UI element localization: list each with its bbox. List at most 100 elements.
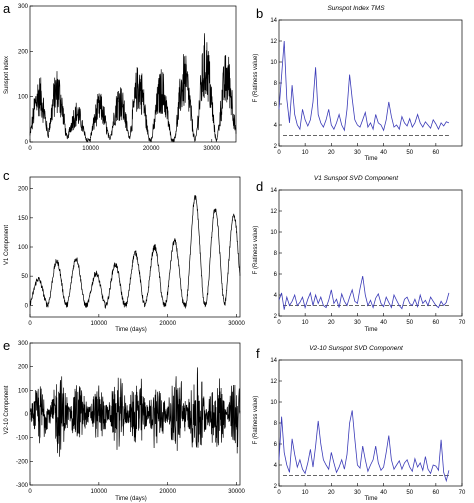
panel-b-xtick-label-6: 60 (433, 150, 440, 156)
panel-b-ytick-label-1: 4 (274, 123, 278, 129)
panel-f-ytick-label-4: 10 (270, 400, 277, 406)
panel-f-series-line (278, 410, 450, 483)
panel-d-xlabel: Time (364, 327, 378, 333)
panel-f-xtick-label-3: 30 (354, 490, 361, 496)
panel-d-xtick-label-5: 50 (406, 320, 413, 326)
panel-c-xtick-label-3: 30000 (228, 321, 245, 327)
panel-d-ytick-label-1: 4 (274, 293, 278, 299)
panel-b-ytick-label-4: 10 (270, 60, 277, 66)
panel-f-ytick-label-2: 6 (274, 442, 278, 448)
panel-b-xtick-label-0: 0 (277, 150, 281, 156)
panel-d-xtick-label-1: 10 (302, 320, 309, 326)
panel-b-xtick-label-1: 10 (302, 150, 309, 156)
panel-e-ytick-label-2: -100 (16, 436, 29, 442)
panel-d-frame (278, 189, 463, 317)
panel-a-ylabel: Sunspot index (4, 56, 10, 94)
panel-b-letter: b (256, 6, 263, 21)
panel-a-ytick-label-3: 300 (18, 4, 29, 10)
panel-d-series-line (278, 276, 450, 310)
panel-a-ytick-label-0: 0 (25, 140, 29, 146)
panel-c-ytick-label-2: 100 (18, 245, 29, 251)
panel-b-ytick-label-6: 14 (270, 18, 277, 24)
panel-a-frame (29, 5, 237, 143)
panel-d-ytick-label-4: 10 (270, 230, 277, 236)
panel-d-ytick-label-5: 12 (270, 209, 277, 215)
panel-b-series-line (278, 40, 450, 132)
panel-c-ytick-label-1: 50 (21, 274, 28, 280)
panel-f-ylabel: F (Ratiness value) (253, 396, 259, 445)
panel-c-ytick-label-4: 200 (18, 187, 29, 193)
panel-f-xtick-label-4: 40 (380, 490, 387, 496)
panel-e-xtick-label-1: 10000 (91, 489, 108, 495)
panel-b-ytick-label-5: 12 (270, 39, 277, 45)
panel-f-ytick-label-0: 2 (274, 484, 278, 490)
panel-a-xtick-label-2: 20000 (143, 146, 160, 152)
panel-a-xtick-label-0: 0 (28, 146, 32, 152)
panel-b-ytick-label-2: 6 (274, 102, 278, 108)
panel-c-ytick-label-0: 0 (25, 303, 29, 309)
panel-c-letter: c (3, 168, 10, 183)
panel-d-ytick-label-0: 2 (274, 314, 278, 320)
panel-b-xtick-label-3: 30 (354, 150, 361, 156)
panel-f-ytick-label-6: 14 (270, 358, 277, 364)
panel-e-series-line (29, 367, 241, 457)
panel-d-xtick-label-4: 40 (380, 320, 387, 326)
panel-e-ytick-label-6: 300 (18, 341, 29, 347)
panel-e-ytick-label-4: 100 (18, 388, 29, 394)
panel-e-xtick-label-2: 20000 (159, 489, 176, 495)
panel-a-xtick-label-1: 10000 (82, 146, 99, 152)
panel-f-ytick-label-5: 12 (270, 379, 277, 385)
panel-f-xtick-label-7: 70 (459, 490, 466, 496)
panel-b-title: Sunspot Index TMS (327, 5, 385, 12)
panel-f-letter: f (256, 346, 260, 361)
panel-f-ytick-label-3: 8 (274, 421, 278, 427)
panel-a-letter: a (3, 1, 11, 16)
panel-d-xtick-label-0: 0 (277, 320, 281, 326)
panel-b-xlabel: Time (364, 156, 378, 162)
panel-a-ytick-label-1: 100 (18, 95, 29, 101)
panel-c-xtick-label-0: 0 (28, 321, 32, 327)
panel-e-xlabel: Time (days) (115, 496, 146, 502)
panel-e-ytick-label-1: -200 (16, 459, 29, 465)
panel-f-title: V2-10 Sunspot SVD Component (309, 345, 404, 352)
panel-e-xtick-label-3: 30000 (228, 489, 245, 495)
panel-d-letter: d (256, 179, 263, 194)
panel-d-ytick-label-2: 6 (274, 272, 278, 278)
panel-f-ytick-label-1: 4 (274, 463, 278, 469)
panel-b-xtick-label-2: 20 (328, 150, 335, 156)
panel-e-letter: e (3, 338, 10, 353)
panel-e-ylabel: V2-10 Component (4, 385, 10, 434)
panel-d-xtick-label-2: 20 (328, 320, 335, 326)
panel-e-xtick-label-0: 0 (28, 489, 32, 495)
panel-b-ytick-label-0: 2 (274, 144, 278, 150)
panel-a-ytick-label-2: 200 (18, 49, 29, 55)
panel-e-ytick-label-3: 0 (25, 412, 29, 418)
panel-e-ytick-label-0: -300 (16, 483, 29, 489)
panel-d-xtick-label-6: 60 (433, 320, 440, 326)
panel-a-xtick-label-3: 30000 (203, 146, 220, 152)
panel-d-xtick-label-3: 30 (354, 320, 361, 326)
panel-b-ytick-label-3: 8 (274, 81, 278, 87)
panel-b-xtick-label-5: 50 (406, 150, 413, 156)
panel-c-ytick-label-3: 150 (18, 216, 29, 222)
panel-d-ytick-label-6: 14 (270, 188, 277, 194)
panel-f-xtick-label-5: 50 (406, 490, 413, 496)
panel-a-series-line (29, 33, 237, 143)
panel-e-ytick-label-5: 200 (18, 365, 29, 371)
panel-f-xtick-label-0: 0 (277, 490, 281, 496)
panel-c-frame (29, 176, 241, 318)
panel-c-xtick-label-2: 20000 (159, 321, 176, 327)
panel-d-ytick-label-3: 8 (274, 251, 278, 257)
panel-b-xtick-label-4: 40 (380, 150, 387, 156)
panel-f-xtick-label-6: 60 (433, 490, 440, 496)
panel-f-xtick-label-2: 20 (328, 490, 335, 496)
panel-f-xlabel: Time (364, 496, 378, 502)
panel-c-xtick-label-1: 10000 (91, 321, 108, 327)
panel-f-xtick-label-1: 10 (302, 490, 309, 496)
panel-c-series-line (29, 195, 241, 310)
panel-d-xtick-label-7: 70 (459, 320, 466, 326)
panel-d-title: V1 Sunspot SVD Component (314, 175, 399, 182)
panel-b-ylabel: F (Ratiness value) (253, 54, 259, 103)
